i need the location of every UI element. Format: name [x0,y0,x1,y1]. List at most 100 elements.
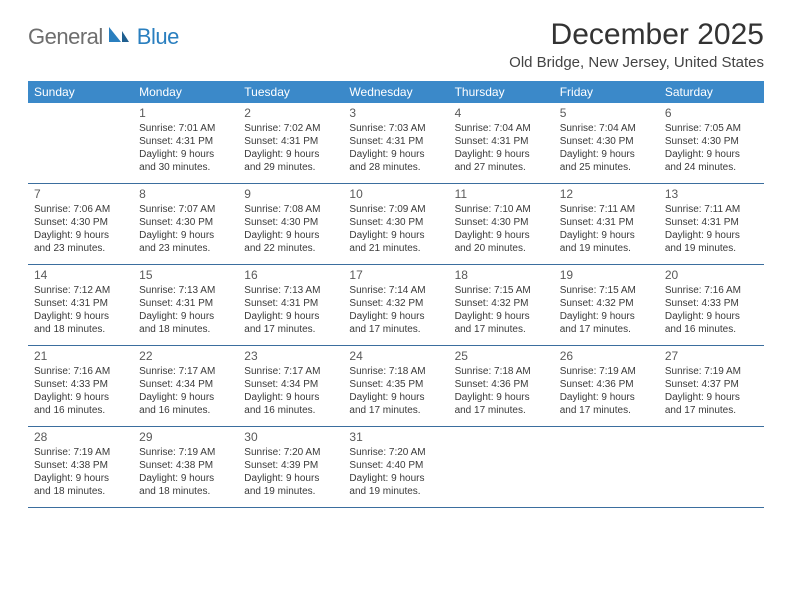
sunset-text: Sunset: 4:30 PM [34,216,127,229]
daylight-text: Daylight: 9 hours and 29 minutes. [244,148,337,174]
day-number: 31 [349,430,442,444]
title-block: December 2025 Old Bridge, New Jersey, Un… [509,18,764,71]
day-cell: 25Sunrise: 7:18 AMSunset: 4:36 PMDayligh… [449,346,554,426]
day-number: 15 [139,268,232,282]
sunrise-text: Sunrise: 7:02 AM [244,122,337,135]
sunrise-text: Sunrise: 7:19 AM [34,446,127,459]
sunset-text: Sunset: 4:31 PM [139,297,232,310]
calendar-grid: Sunday Monday Tuesday Wednesday Thursday… [28,81,764,508]
daylight-text: Daylight: 9 hours and 17 minutes. [244,310,337,336]
sunrise-text: Sunrise: 7:04 AM [455,122,548,135]
day-number: 19 [560,268,653,282]
sunrise-text: Sunrise: 7:20 AM [244,446,337,459]
day-cell: 28Sunrise: 7:19 AMSunset: 4:38 PMDayligh… [28,427,133,507]
day-number: 4 [455,106,548,120]
day-cell: 18Sunrise: 7:15 AMSunset: 4:32 PMDayligh… [449,265,554,345]
daylight-text: Daylight: 9 hours and 18 minutes. [139,472,232,498]
logo: General Blue [28,18,179,50]
sunrise-text: Sunrise: 7:13 AM [139,284,232,297]
daylight-text: Daylight: 9 hours and 17 minutes. [349,391,442,417]
daylight-text: Daylight: 9 hours and 18 minutes. [34,472,127,498]
sunrise-text: Sunrise: 7:15 AM [455,284,548,297]
sunset-text: Sunset: 4:31 PM [455,135,548,148]
dayhead-thu: Thursday [449,81,554,103]
sunset-text: Sunset: 4:34 PM [244,378,337,391]
daylight-text: Daylight: 9 hours and 28 minutes. [349,148,442,174]
sunrise-text: Sunrise: 7:04 AM [560,122,653,135]
sunrise-text: Sunrise: 7:09 AM [349,203,442,216]
day-cell [659,427,764,507]
day-cell: 10 Sunrise: 7:09 AMSunset: 4:30 PMDayligh… [343,184,448,264]
sunset-text: Sunset: 4:30 PM [139,216,232,229]
day-cell: 19Sunrise: 7:15 AMSunset: 4:32 PMDayligh… [554,265,659,345]
sunset-text: Sunset: 4:30 PM [349,216,442,229]
day-number: 5 [560,106,653,120]
day-cell: 22Sunrise: 7:17 AMSunset: 4:34 PMDayligh… [133,346,238,426]
daylight-text: Daylight: 9 hours and 22 minutes. [244,229,337,255]
day-number: 16 [244,268,337,282]
daylight-text: Daylight: 9 hours and 23 minutes. [34,229,127,255]
sunset-text: Sunset: 4:31 PM [139,135,232,148]
sunset-text: Sunset: 4:31 PM [349,135,442,148]
daylight-text: Daylight: 9 hours and 19 minutes. [349,472,442,498]
sunrise-text: Sunrise: 7:12 AM [34,284,127,297]
sunrise-text: Sunrise: 7:08 AM [244,203,337,216]
day-number: 7 [34,187,127,201]
day-cell: 1Sunrise: 7:01 AMSunset: 4:31 PMDaylight… [133,103,238,183]
day-number: 10 [349,187,442,201]
day-header-row: Sunday Monday Tuesday Wednesday Thursday… [28,81,764,103]
day-number: 18 [455,268,548,282]
sunrise-text: Sunrise: 7:18 AM [455,365,548,378]
sunset-text: Sunset: 4:31 PM [244,297,337,310]
day-number: 25 [455,349,548,363]
logo-text-gray: General [28,24,103,50]
sunrise-text: Sunrise: 7:16 AM [34,365,127,378]
sunrise-text: Sunrise: 7:13 AM [244,284,337,297]
sunrise-text: Sunrise: 7:19 AM [139,446,232,459]
day-number: 12 [560,187,653,201]
daylight-text: Daylight: 9 hours and 21 minutes. [349,229,442,255]
day-cell: 6Sunrise: 7:05 AMSunset: 4:30 PMDaylight… [659,103,764,183]
day-number: 17 [349,268,442,282]
month-title: December 2025 [509,18,764,52]
sunset-text: Sunset: 4:37 PM [665,378,758,391]
sunset-text: Sunset: 4:30 PM [455,216,548,229]
daylight-text: Daylight: 9 hours and 16 minutes. [665,310,758,336]
daylight-text: Daylight: 9 hours and 19 minutes. [244,472,337,498]
daylight-text: Daylight: 9 hours and 18 minutes. [139,310,232,336]
sunset-text: Sunset: 4:34 PM [139,378,232,391]
sunset-text: Sunset: 4:36 PM [455,378,548,391]
sunrise-text: Sunrise: 7:06 AM [34,203,127,216]
daylight-text: Daylight: 9 hours and 16 minutes. [244,391,337,417]
sunset-text: Sunset: 4:38 PM [34,459,127,472]
week-row: 28Sunrise: 7:19 AMSunset: 4:38 PMDayligh… [28,427,764,508]
daylight-text: Daylight: 9 hours and 27 minutes. [455,148,548,174]
daylight-text: Daylight: 9 hours and 19 minutes. [665,229,758,255]
sunset-text: Sunset: 4:32 PM [349,297,442,310]
sunrise-text: Sunrise: 7:01 AM [139,122,232,135]
day-number: 8 [139,187,232,201]
day-number: 24 [349,349,442,363]
sunrise-text: Sunrise: 7:17 AM [139,365,232,378]
day-cell: 4 Sunrise: 7:04 AMSunset: 4:31 PMDaylight… [449,103,554,183]
sunset-text: Sunset: 4:33 PM [665,297,758,310]
daylight-text: Daylight: 9 hours and 30 minutes. [139,148,232,174]
week-row: 21Sunrise: 7:16 AMSunset: 4:33 PMDayligh… [28,346,764,427]
day-cell: 14Sunrise: 7:12 AMSunset: 4:31 PMDayligh… [28,265,133,345]
sunset-text: Sunset: 4:31 PM [34,297,127,310]
dayhead-mon: Monday [133,81,238,103]
location-text: Old Bridge, New Jersey, United States [509,54,764,71]
sunset-text: Sunset: 4:30 PM [560,135,653,148]
day-number: 3 [349,106,442,120]
day-cell: 7 Sunrise: 7:06 AMSunset: 4:30 PMDaylight… [28,184,133,264]
day-cell: 21Sunrise: 7:16 AMSunset: 4:33 PMDayligh… [28,346,133,426]
day-cell: 30Sunrise: 7:20 AMSunset: 4:39 PMDayligh… [238,427,343,507]
day-cell [554,427,659,507]
sunrise-text: Sunrise: 7:19 AM [560,365,653,378]
sunset-text: Sunset: 4:31 PM [560,216,653,229]
dayhead-tue: Tuesday [238,81,343,103]
day-cell: 24Sunrise: 7:18 AMSunset: 4:35 PMDayligh… [343,346,448,426]
day-number: 22 [139,349,232,363]
day-cell: 20Sunrise: 7:16 AMSunset: 4:33 PMDayligh… [659,265,764,345]
sunrise-text: Sunrise: 7:11 AM [560,203,653,216]
